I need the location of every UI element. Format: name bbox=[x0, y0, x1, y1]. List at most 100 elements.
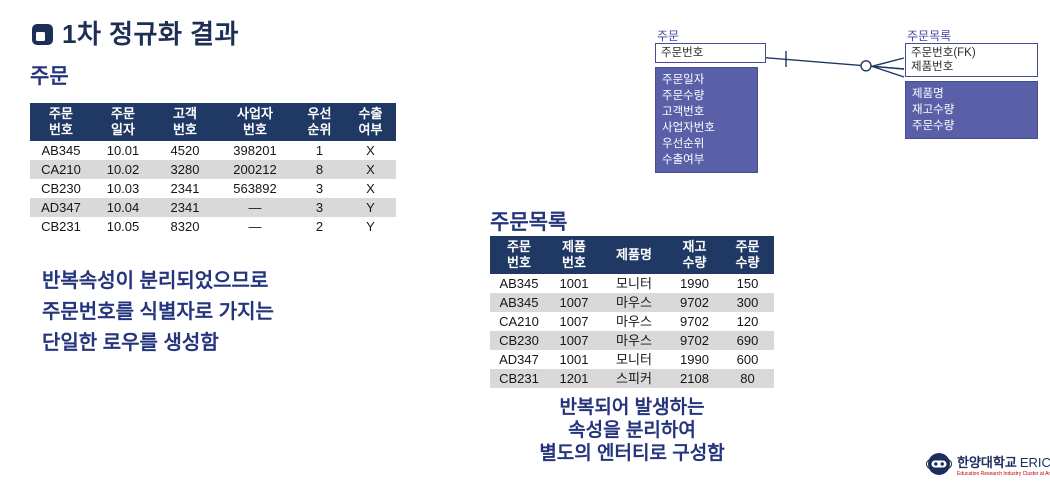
note-line: 반복속성이 분리되었으므로 bbox=[42, 270, 269, 292]
column-header: 제품 번호 bbox=[548, 236, 600, 274]
order-table-heading: 주문 bbox=[30, 65, 69, 88]
column-header: 주문 수량 bbox=[721, 236, 774, 274]
crow-foot bbox=[871, 57, 905, 78]
table-cell: 1001 bbox=[559, 352, 589, 367]
table-cell: 10.05 bbox=[106, 219, 140, 234]
bullet-square-inner bbox=[36, 31, 45, 41]
table-cell: 스피커 bbox=[616, 371, 652, 386]
erd-attribute: 주문수량 bbox=[912, 120, 955, 132]
erd-orderlist-entity-label: 주문목록 bbox=[907, 29, 952, 43]
column-header: 고객 번호 bbox=[154, 103, 216, 141]
table-cell: AD347 bbox=[499, 352, 539, 367]
table-cell: CB230 bbox=[41, 181, 81, 196]
table-cell: 10.04 bbox=[106, 200, 140, 215]
table-cell: 2108 bbox=[680, 371, 709, 386]
table-cell: 3 bbox=[315, 200, 324, 215]
erd-orderlist-attr-box: 제품명 재고수량 주문수량 bbox=[905, 81, 1038, 139]
table-cell: 10.02 bbox=[106, 162, 140, 177]
orderlist-table-body: AB345 1001 모니터 1990 150 AB345 1007 마우스 9702 300 CA… bbox=[490, 274, 774, 388]
table-cell: 1007 bbox=[559, 314, 589, 329]
table-cell: 10.01 bbox=[106, 143, 140, 158]
header-row: 주문 번호 주문 일자 고객 번호 사업자 번호 우선 순위 수출 여부 bbox=[30, 103, 396, 141]
erd-attribute: 재고수량 bbox=[912, 104, 955, 116]
note-line: 단일한 로우를 생성함 bbox=[42, 332, 219, 354]
table-cell: 300 bbox=[736, 295, 759, 310]
table-cell: 1007 bbox=[559, 333, 589, 348]
table-cell: AB345 bbox=[499, 295, 539, 310]
table-cell: CA210 bbox=[499, 314, 539, 329]
table-cell: 1201 bbox=[559, 371, 589, 386]
university-emblem-icon bbox=[926, 453, 952, 475]
order-table: 주문 번호 주문 일자 고객 번호 사업자 번호 우선 순위 수출 여부 AB345 10.… bbox=[30, 103, 396, 236]
table-cell: 마우스 bbox=[616, 314, 652, 329]
table-cell: Y bbox=[366, 219, 375, 234]
header-row: 주문 번호 제품 번호 제품명 재고 수량 주문 수량 bbox=[490, 236, 774, 274]
column-header: 우선 순위 bbox=[294, 103, 345, 141]
erd-attribute: 우선순위 bbox=[662, 138, 705, 150]
note-line: 반복되어 발생하는 bbox=[559, 397, 705, 418]
table-cell: 1001 bbox=[559, 276, 589, 291]
erd-attribute: 고객번호 bbox=[662, 106, 705, 118]
column-header: 재고 수량 bbox=[668, 236, 721, 274]
column-header: 주문 번호 bbox=[490, 236, 548, 274]
column-header: 제품명 bbox=[600, 236, 668, 274]
university-name: 한양대학교ERICA bbox=[957, 452, 1050, 471]
table-row: AB345 10.01 4520 398201 1 X bbox=[30, 141, 396, 160]
erd-attribute: 사업자번호 bbox=[662, 122, 715, 134]
table-row: CB230 1007 마우스 9702 690 bbox=[490, 331, 774, 350]
table-cell: 3 bbox=[315, 181, 324, 196]
table-row: CA210 1007 마우스 9702 120 bbox=[490, 312, 774, 331]
page-title: 1차 정규화 결과 bbox=[62, 19, 239, 49]
table-cell: AB345 bbox=[41, 143, 81, 158]
table-row: CA210 10.02 3280 200212 8 X bbox=[30, 160, 396, 179]
column-header: 사업자 번호 bbox=[216, 103, 294, 141]
slide-title-row: 1차 정규화 결과 bbox=[32, 14, 239, 51]
erd-orderlist-key-box: 주문번호(FK) 제품번호 bbox=[905, 43, 1038, 77]
table-cell: 563892 bbox=[233, 181, 277, 196]
table-cell: CB231 bbox=[41, 219, 81, 234]
table-cell: 1990 bbox=[680, 276, 709, 291]
table-cell: 모니터 bbox=[616, 352, 652, 367]
table-cell: 4520 bbox=[170, 143, 200, 158]
zero-circle bbox=[860, 60, 872, 72]
table-cell: 200212 bbox=[233, 162, 277, 177]
table-cell: 8320 bbox=[170, 219, 200, 234]
table-cell: AB345 bbox=[499, 276, 539, 291]
table-cell: 9702 bbox=[680, 333, 709, 348]
table-cell: 9702 bbox=[680, 314, 709, 329]
table-row: AB345 1007 마우스 9702 300 bbox=[490, 293, 774, 312]
table-cell: 1990 bbox=[680, 352, 709, 367]
table-cell: — bbox=[248, 219, 262, 234]
table-row: AD347 10.04 2341 — 3 Y bbox=[30, 198, 396, 217]
table-cell: 모니터 bbox=[616, 276, 652, 291]
order-table-body: AB345 10.01 4520 398201 1 X CA210 10.02 3280 2002… bbox=[30, 141, 396, 236]
orderlist-table-head: 주문 번호 제품 번호 제품명 재고 수량 주문 수량 bbox=[490, 236, 774, 274]
table-cell: AD347 bbox=[41, 200, 81, 215]
table-cell: 1007 bbox=[559, 295, 589, 310]
table-cell: 1 bbox=[315, 143, 324, 158]
table-cell: 2341 bbox=[170, 200, 200, 215]
university-campus: ERICA bbox=[1019, 454, 1050, 470]
table-cell: 690 bbox=[736, 333, 759, 348]
erd-key-attribute: 제품번호 bbox=[911, 61, 954, 73]
table-cell: 10.03 bbox=[106, 181, 140, 196]
table-cell: X bbox=[366, 143, 375, 158]
university-tagline: Education Research Industry Cluster at A… bbox=[957, 470, 1050, 477]
table-cell: 2341 bbox=[170, 181, 200, 196]
erd-key-attribute: 주문번호(FK) bbox=[911, 47, 976, 59]
note-line: 주문번호를 식별자로 가지는 bbox=[42, 301, 274, 323]
erd-attribute: 주문일자 bbox=[662, 74, 705, 86]
table-row: CB230 10.03 2341 563892 3 X bbox=[30, 179, 396, 198]
erd-attribute: 수출여부 bbox=[662, 154, 705, 166]
order-table-head: 주문 번호 주문 일자 고객 번호 사업자 번호 우선 순위 수출 여부 bbox=[30, 103, 396, 141]
table-cell: 150 bbox=[736, 276, 759, 291]
erd-orderlist-entity: 주문번호(FK) 제품번호 제품명 재고수량 주문수량 bbox=[905, 43, 1038, 139]
table-cell: Y bbox=[366, 200, 375, 215]
table-cell: CA210 bbox=[41, 162, 81, 177]
orderlist-note: 반복되어 발생하는 속성을 분리하여 별도의 엔터티로 구성함 bbox=[478, 396, 786, 465]
university-logo-text: 한양대학교ERICA Education Research Industry C… bbox=[957, 452, 1050, 477]
erd-order-entity-label: 주문 bbox=[657, 29, 680, 43]
table-cell: 600 bbox=[736, 352, 759, 367]
university-name-korean: 한양대학교 bbox=[957, 454, 1017, 470]
